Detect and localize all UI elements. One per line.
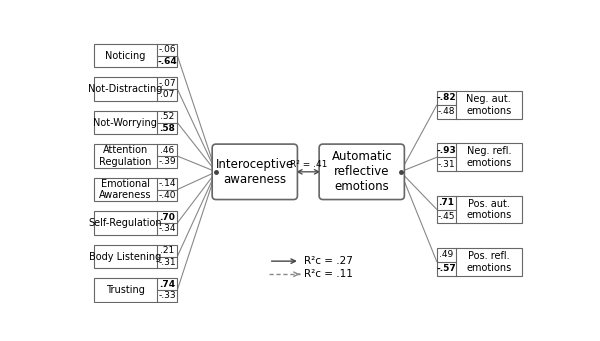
- Text: -.39: -.39: [158, 157, 176, 166]
- Text: -.48: -.48: [437, 107, 455, 116]
- Bar: [437, 91, 522, 119]
- Text: Interoceptive
awareness: Interoceptive awareness: [215, 158, 294, 186]
- Text: R² = .41: R² = .41: [290, 160, 327, 169]
- Text: Pos. aut.
emotions: Pos. aut. emotions: [466, 199, 511, 220]
- Text: .07: .07: [160, 90, 175, 99]
- Text: -.82: -.82: [436, 93, 456, 102]
- Text: Not-Distracting: Not-Distracting: [88, 84, 163, 94]
- Text: -.06: -.06: [158, 45, 176, 54]
- Text: -.45: -.45: [437, 212, 455, 221]
- Text: Body Listening: Body Listening: [89, 252, 161, 262]
- Text: -.64: -.64: [157, 57, 177, 66]
- Text: -.40: -.40: [158, 191, 176, 200]
- Bar: [437, 196, 522, 223]
- Text: Emotional
Awareness: Emotional Awareness: [99, 179, 152, 200]
- Text: Noticing: Noticing: [105, 50, 146, 61]
- Text: Neg. refl.
emotions: Neg. refl. emotions: [466, 146, 511, 168]
- Text: .52: .52: [160, 112, 175, 121]
- Text: -.31: -.31: [158, 258, 176, 267]
- Bar: [94, 279, 178, 301]
- Text: .70: .70: [159, 213, 175, 222]
- Bar: [94, 77, 178, 101]
- Text: .58: .58: [159, 124, 175, 133]
- Text: .46: .46: [160, 146, 175, 155]
- Bar: [437, 248, 522, 276]
- Bar: [94, 44, 178, 67]
- Text: -.33: -.33: [158, 291, 176, 300]
- Bar: [94, 178, 178, 201]
- Text: .74: .74: [159, 280, 175, 289]
- Text: -.07: -.07: [158, 79, 176, 88]
- Bar: [437, 143, 522, 171]
- Text: Automatic
reflective
emotions: Automatic reflective emotions: [331, 150, 392, 193]
- Text: Neg. aut.
emotions: Neg. aut. emotions: [466, 94, 511, 116]
- Bar: [94, 245, 178, 268]
- Text: Pos. refl.
emotions: Pos. refl. emotions: [466, 251, 511, 273]
- Text: -.34: -.34: [158, 224, 176, 233]
- Text: .71: .71: [438, 198, 454, 207]
- FancyBboxPatch shape: [319, 144, 404, 199]
- Bar: [94, 145, 178, 167]
- Text: R²c = .11: R²c = .11: [304, 269, 353, 279]
- Text: Self-Regulation: Self-Regulation: [89, 218, 162, 228]
- Text: -.57: -.57: [436, 264, 456, 273]
- Text: -.14: -.14: [158, 179, 176, 188]
- Text: Not-Worrying: Not-Worrying: [94, 118, 157, 128]
- FancyBboxPatch shape: [212, 144, 298, 199]
- Bar: [94, 111, 178, 134]
- Text: Trusting: Trusting: [106, 285, 145, 295]
- Text: .49: .49: [439, 251, 454, 260]
- Text: Attention
Regulation: Attention Regulation: [99, 145, 152, 167]
- Text: -.93: -.93: [436, 146, 456, 155]
- Text: .21: .21: [160, 246, 175, 255]
- Bar: [94, 211, 178, 235]
- Text: -.31: -.31: [437, 160, 455, 168]
- Text: R²c = .27: R²c = .27: [304, 256, 353, 266]
